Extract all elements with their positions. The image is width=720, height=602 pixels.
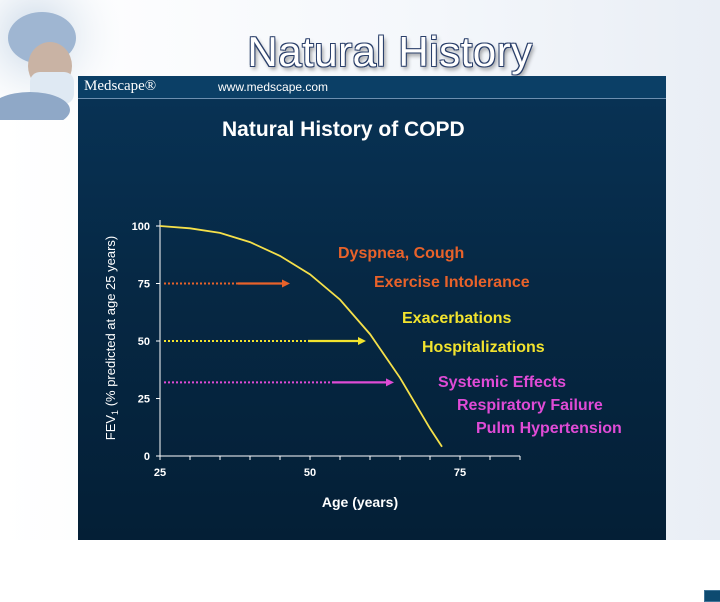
annotation-label: Dyspnea, Cough [338, 245, 464, 262]
chart-title: Natural History of COPD [222, 118, 465, 141]
y-tick-label: 0 [144, 451, 150, 463]
chart-curve [159, 225, 443, 448]
arrow-head [358, 337, 366, 345]
x-tick-label: 75 [454, 467, 466, 479]
x-tick-label: 25 [154, 467, 166, 479]
annotation-label: Exercise Intolerance [374, 274, 530, 291]
fev1-decline-line [159, 225, 443, 448]
y-tick-label: 75 [138, 279, 150, 291]
y-tick-label: 50 [138, 336, 150, 348]
y-axis-label: FEV1 (% predicted at age 25 years) [103, 236, 120, 440]
annotation-label: Systemic Effects [438, 374, 566, 391]
chart-ticks: 0 25 50 75 100 25 50 75 [132, 221, 521, 479]
annotation-label: Exacerbations [402, 310, 511, 327]
y-tick-label: 100 [132, 221, 150, 233]
chart-annotations: Dyspnea, Cough Exercise Intolerance Exacer… [338, 245, 622, 437]
y-axis-label-main: FEV [103, 415, 118, 441]
slide-title: Natural History [247, 28, 533, 75]
y-tick-label: 25 [138, 394, 150, 406]
slide-corner-box [704, 590, 720, 602]
arrow-head [282, 279, 290, 288]
annotation-label: Respiratory Failure [457, 397, 603, 414]
surgeon-photo [0, 0, 120, 120]
annotation-label: Pulm Hypertension [476, 420, 622, 437]
medscape-logo: Medscape® [84, 78, 157, 94]
copd-chart: Natural History of COPD 0 25 50 75 100 25 50 75… [103, 118, 622, 510]
arrow-head [386, 378, 394, 387]
site-url: www.medscape.com [218, 80, 329, 94]
chart-panel: Medscape® www.medscape.com Natural Histo… [78, 76, 720, 602]
x-tick-label: 50 [304, 467, 316, 479]
panel-header: Medscape® www.medscape.com [78, 76, 666, 99]
y-axis-label-rest: (% predicted at age 25 years) [103, 236, 118, 410]
x-axis-label: Age (years) [322, 494, 398, 510]
annotation-label: Hospitalizations [422, 339, 545, 356]
chart-arrows [164, 279, 394, 387]
y-axis-label-sub: 1 [110, 410, 120, 415]
